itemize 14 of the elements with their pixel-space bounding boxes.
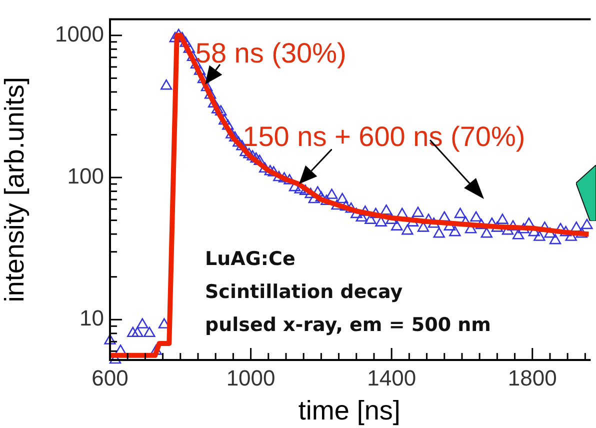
x-tick-label: 1400	[367, 365, 416, 390]
annotation: Scintillation decay	[205, 280, 404, 303]
annotation: LuAG:Ce	[205, 248, 296, 270]
y-tick-label: 100	[67, 164, 104, 189]
x-tick-label: 1800	[508, 365, 557, 390]
x-axis-title: time [ns]	[298, 395, 400, 426]
annotation: 150 ns + 600 ns (70%)	[242, 121, 526, 152]
x-tick-label: 600	[92, 365, 128, 390]
annotation: 58 ns (30%)	[195, 38, 346, 69]
y-tick-label: 1000	[55, 21, 104, 46]
y-axis-title: intensity [arb.units]	[0, 77, 30, 302]
y-tick-label: 10	[80, 306, 104, 331]
annotation: pulsed x-ray, em = 500 nm	[205, 314, 491, 336]
x-tick-label: 1000	[226, 365, 276, 390]
